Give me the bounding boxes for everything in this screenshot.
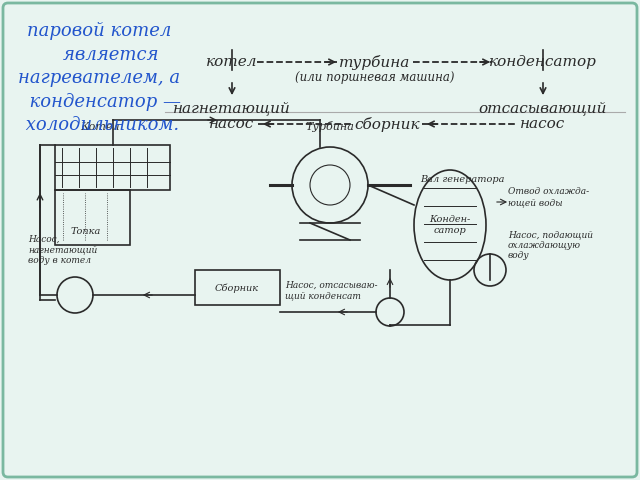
Text: Турбина: Турбина (305, 121, 355, 132)
Text: Отвод охлажда-
ющей воды: Отвод охлажда- ющей воды (508, 187, 589, 207)
Text: нагнетающий: нагнетающий (173, 101, 291, 115)
Text: Топка: Топка (71, 228, 101, 237)
Text: (или поршневая машина): (или поршневая машина) (295, 72, 455, 84)
Text: отсасывающий: отсасывающий (479, 101, 607, 115)
Text: котел: котел (206, 55, 258, 69)
Text: Сборник: Сборник (215, 283, 259, 293)
Text: Насос,
нагнетающий
воду в котел: Насос, нагнетающий воду в котел (28, 235, 97, 265)
Text: сборник: сборник (354, 117, 420, 132)
Text: Котел: Котел (80, 122, 120, 132)
Text: паровой котел
    является
нагревателем, а
  конденсатор —
 холодильником.: паровой котел является нагревателем, а к… (18, 22, 181, 134)
Text: насос: насос (520, 117, 566, 131)
Text: турбина: турбина (339, 55, 411, 70)
FancyBboxPatch shape (3, 3, 637, 477)
Text: насос: насос (209, 117, 255, 131)
Text: Вал генератора: Вал генератора (420, 176, 504, 184)
Text: Насос, подающий
охлаждающую
воду: Насос, подающий охлаждающую воду (508, 230, 593, 260)
Text: Конден-
сатор: Конден- сатор (429, 216, 470, 235)
Text: Насос, отсасываю-
щий конденсат: Насос, отсасываю- щий конденсат (285, 280, 378, 300)
Text: конденсатор: конденсатор (489, 55, 597, 69)
